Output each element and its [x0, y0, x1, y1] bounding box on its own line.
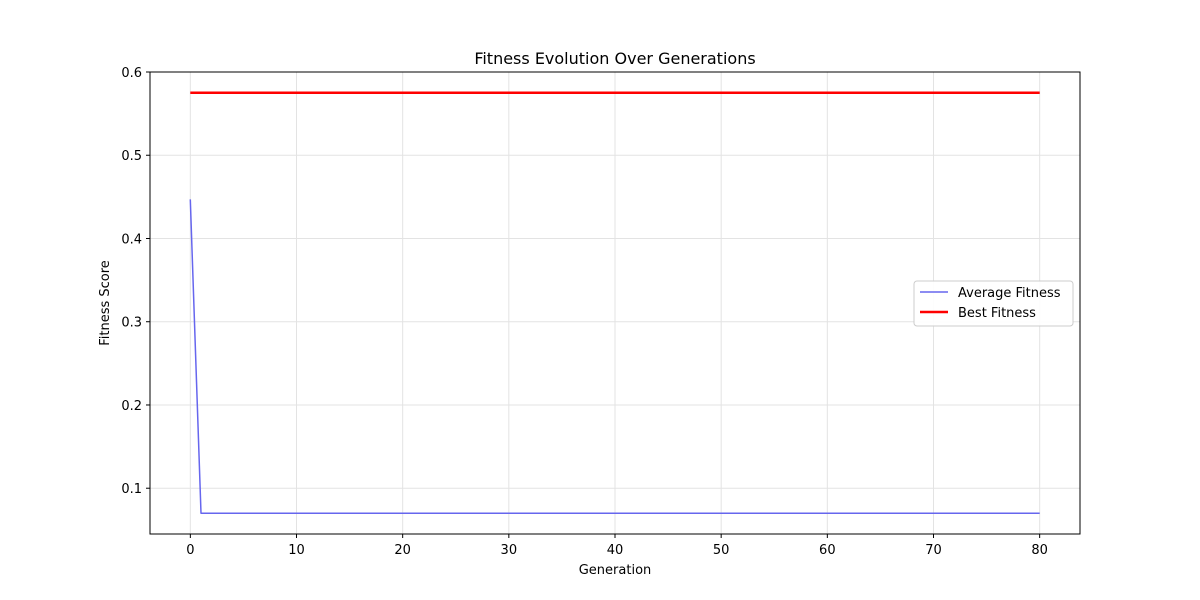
y-axis-ticks: 0.1 0.2 0.3 0.4 0.5 0.6: [121, 66, 150, 497]
legend: Average Fitness Best Fitness: [913, 280, 1074, 327]
y-tick-label: 0.5: [121, 149, 142, 164]
legend-box: [913, 280, 1074, 327]
series-line-average-fitness: [189, 199, 1040, 514]
x-tick-label: 20: [394, 543, 411, 558]
x-tick-label: 10: [288, 543, 305, 558]
series-lines: [189, 91, 1040, 514]
x-axis-label: Generation: [579, 563, 652, 578]
y-tick-label: 0.6: [121, 66, 142, 81]
x-tick-label: 40: [607, 543, 624, 558]
y-axis-label: Fitness Score: [98, 260, 113, 346]
y-tick-label: 0.4: [121, 232, 142, 247]
y-tick-label: 0.3: [121, 316, 142, 331]
y-tick-label: 0.2: [121, 399, 142, 414]
legend-label-best-fitness: Best Fitness: [958, 306, 1036, 321]
x-tick-label: 70: [925, 543, 942, 558]
x-tick-label: 30: [501, 543, 518, 558]
x-axis-ticks: 0 10 20 30 40 50 60 70 80: [186, 534, 1048, 558]
x-tick-label: 0: [186, 543, 194, 558]
chart-title: Fitness Evolution Over Generations: [474, 49, 755, 68]
y-tick-label: 0.1: [121, 482, 142, 497]
x-tick-label: 50: [713, 543, 730, 558]
x-tick-label: 80: [1031, 543, 1048, 558]
legend-label-average-fitness: Average Fitness: [958, 286, 1061, 301]
x-tick-label: 60: [819, 543, 836, 558]
